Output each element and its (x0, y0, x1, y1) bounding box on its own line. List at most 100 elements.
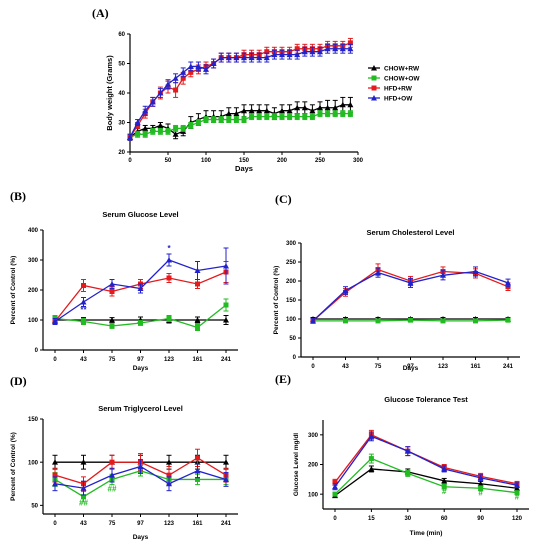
y-tick-label: 50 (289, 336, 296, 342)
marker-square (138, 320, 143, 326)
marker-square (218, 117, 224, 123)
y-tick-label: 200 (308, 463, 319, 469)
marker-triangle (218, 54, 225, 61)
y-tick-label: 0 (35, 348, 39, 354)
chart-title: Serum Glucose Level (102, 210, 178, 219)
marker-triangle (505, 279, 511, 286)
marker-square (81, 494, 86, 500)
x-tick-label: 97 (407, 364, 414, 370)
marker-triangle (80, 299, 87, 305)
x-tick-label: 150 (239, 158, 250, 164)
legend-item: HFD+OW (368, 95, 413, 103)
marker-triangle (324, 45, 331, 52)
y-tick-label: 100 (28, 318, 39, 324)
marker-triangle (210, 60, 217, 66)
y-tick-label: 200 (286, 279, 297, 285)
marker-triangle (203, 66, 209, 72)
marker-triangle (477, 474, 484, 481)
marker-triangle (407, 279, 414, 286)
marker-square (371, 75, 377, 81)
y-axis-label: Glucose Level mg/dl (293, 433, 300, 496)
marker-triangle (194, 267, 201, 273)
marker-square (332, 479, 338, 485)
series-line (334, 457, 518, 495)
marker-triangle (279, 51, 285, 58)
x-tick-label: 0 (128, 158, 132, 164)
marker-square (166, 472, 172, 478)
chart-title: Glucose Tolerance Test (384, 395, 468, 404)
marker-triangle (441, 477, 448, 484)
marker-triangle (332, 104, 339, 111)
marker-triangle (472, 268, 479, 274)
y-tick-label: 200 (28, 288, 39, 294)
marker-triangle (149, 98, 156, 105)
marker-square (195, 476, 200, 482)
legend: CHOW+RW CHOW+OW HFD+RW HFD+OW (368, 65, 420, 103)
marker-triangle (157, 122, 164, 128)
chart-e: (E) Glucose Tolerance Test Time (min) Gluco… (275, 372, 529, 537)
marker-triangle (332, 45, 339, 52)
marker-square (294, 114, 300, 120)
marker-square (478, 485, 484, 491)
marker-square (505, 317, 511, 323)
y-axis-label: Percent of Control (%) (10, 432, 17, 501)
marker-triangle (127, 134, 133, 140)
marker-triangle (223, 459, 229, 465)
x-tick-label: 90 (477, 516, 484, 522)
marker-triangle (256, 107, 263, 114)
x-tick-label: 300 (353, 158, 364, 164)
x-tick-label: 15 (368, 516, 375, 522)
marker-square (166, 275, 172, 281)
marker-triangle (271, 51, 278, 58)
marker-triangle (241, 107, 247, 114)
marker-triangle (137, 285, 144, 291)
significance-mark: * (167, 244, 171, 253)
x-axis-label: Days (403, 365, 419, 372)
legend-label: CHOW+RW (384, 66, 420, 73)
marker-square (256, 114, 262, 120)
marker-square (142, 131, 148, 137)
series-hfd-ow (332, 431, 520, 491)
chart-a: (A) Days Body weight (Grams) 20 30 40 50 60 0 50 1… (92, 6, 420, 173)
y-axis-label: Body weight (Grams) (105, 55, 114, 131)
marker-square (332, 111, 338, 117)
marker-triangle (80, 485, 87, 491)
x-tick-label: 75 (375, 364, 382, 370)
marker-square (180, 125, 186, 131)
marker-triangle (404, 448, 411, 454)
marker-triangle (142, 125, 149, 131)
series-line (334, 468, 518, 497)
marker-square (166, 316, 172, 321)
marker-square (195, 325, 200, 330)
marker-triangle (371, 95, 377, 101)
marker-square (226, 117, 232, 123)
marker-triangle (52, 318, 58, 324)
x-tick-label: 241 (221, 357, 232, 363)
marker-square (195, 120, 201, 125)
marker-triangle (342, 287, 349, 293)
panel-label: (E) (275, 372, 291, 386)
series-hfd-ow (127, 43, 354, 141)
x-tick-label: 161 (192, 521, 203, 527)
marker-square (195, 281, 200, 287)
marker-triangle (195, 63, 202, 69)
marker-triangle (180, 69, 187, 75)
panel-label: (D) (10, 374, 27, 388)
marker-square (109, 459, 115, 465)
y-tick-label: 150 (286, 298, 297, 304)
y-tick-label: 30 (118, 121, 125, 127)
y-tick-label: 300 (28, 258, 39, 264)
x-tick-label: 161 (470, 364, 481, 370)
marker-square (233, 117, 239, 123)
series-chow-ow (52, 298, 229, 331)
x-tick-label: 123 (164, 357, 175, 363)
marker-triangle (142, 107, 149, 114)
marker-triangle (301, 104, 308, 111)
marker-triangle (248, 107, 255, 114)
legend-label: CHOW+OW (384, 76, 420, 83)
x-tick-label: 97 (137, 521, 144, 527)
y-axis-label: Percent of Control (%) (10, 256, 17, 325)
marker-triangle (166, 480, 172, 487)
series-hfd-ow (52, 247, 229, 325)
y-tick-label: 100 (286, 317, 297, 323)
